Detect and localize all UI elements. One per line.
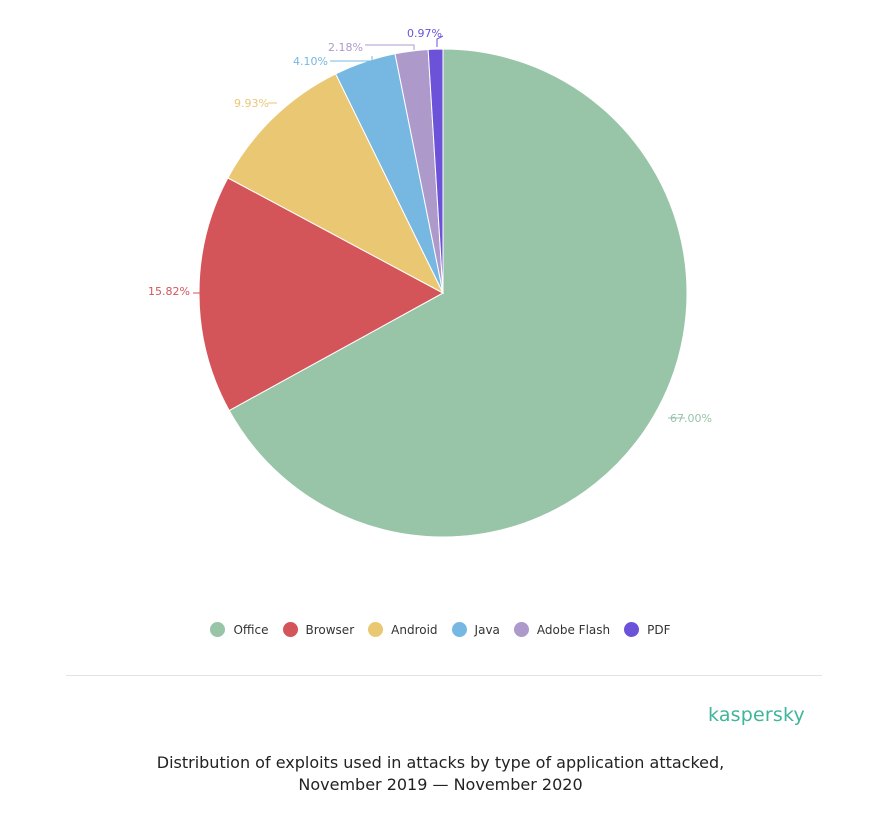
legend-dot-icon: [624, 622, 640, 637]
pie-slice-android: [227, 73, 445, 295]
legend-item-java[interactable]: Java: [451, 622, 500, 637]
kaspersky-logo: kaspersky: [707, 704, 805, 726]
legend-label: Android: [391, 622, 438, 637]
pie-slice-pdf: [427, 48, 444, 294]
legend-item-pdf[interactable]: PDF: [624, 622, 671, 637]
pie-chart: 67.00% 15.82% 9.93% 4.10%2.18% 0.97%: [148, 27, 712, 538]
legend-dot-icon: [282, 622, 298, 637]
chart-caption: Distribution of exploits used in attacks…: [0, 752, 881, 796]
legend-item-adobe-flash[interactable]: Adobe Flash: [513, 622, 611, 637]
divider: [66, 675, 822, 676]
legend-item-browser[interactable]: Browser: [282, 622, 355, 637]
legend-label: Browser: [305, 622, 355, 637]
legend-label: PDF: [647, 622, 671, 637]
data-label-office: 67.00%: [670, 412, 712, 425]
legend-label: Java: [474, 622, 500, 637]
legend-dot-icon: [513, 622, 529, 637]
data-label-adobe-flash: 2.18%: [328, 41, 363, 54]
legend-dot-icon: [210, 622, 226, 637]
legend-dot-icon: [451, 622, 467, 637]
data-label-browser: 15.82%: [148, 285, 190, 298]
data-label-pdf: 0.97%: [407, 27, 442, 40]
pie-slice-browser: [198, 177, 445, 412]
legend-item-office[interactable]: Office: [210, 622, 269, 637]
caption-line-1: Distribution of exploits used in attacks…: [156, 753, 725, 772]
leader-line-java: [330, 56, 373, 62]
legend-label: Adobe Flash: [536, 622, 611, 637]
pie-data-labels: 67.00% 15.82% 9.93% 4.10%2.18% 0.97%: [148, 27, 712, 425]
pie-slice-office: [228, 48, 688, 538]
legend-label: Office: [233, 622, 269, 637]
chart-legend: Office Browser Android Java Adobe Flash PDF: [0, 622, 881, 637]
leader-line-pdf: [436, 35, 444, 47]
pie-slices: [198, 48, 688, 538]
legend-item-android[interactable]: Android: [368, 622, 438, 637]
caption-line-2: November 2019 — November 2020: [298, 775, 583, 794]
data-label-java: 4.10%: [293, 55, 328, 68]
leader-line-adobe-flash: [365, 44, 415, 50]
legend-dot-icon: [368, 622, 384, 637]
data-label-android: 9.93%: [234, 97, 269, 110]
